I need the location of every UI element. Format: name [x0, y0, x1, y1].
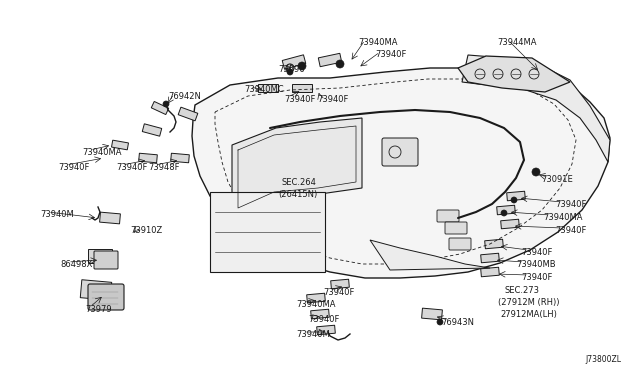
Text: 73940F: 73940F	[323, 288, 355, 297]
Text: 73940MA: 73940MA	[296, 300, 335, 309]
Text: J73800ZL: J73800ZL	[585, 355, 621, 364]
Circle shape	[163, 101, 169, 107]
FancyBboxPatch shape	[94, 251, 118, 269]
FancyBboxPatch shape	[382, 138, 418, 166]
Text: 73940MB: 73940MB	[516, 260, 556, 269]
FancyBboxPatch shape	[449, 238, 471, 250]
Text: 73940F: 73940F	[555, 200, 586, 209]
Bar	[88, 249, 112, 263]
Circle shape	[437, 319, 443, 325]
Text: 73091E: 73091E	[541, 175, 573, 184]
Text: 73940F: 73940F	[521, 273, 552, 282]
Bar	[331, 279, 349, 289]
Polygon shape	[232, 118, 362, 214]
Bar	[422, 308, 442, 320]
FancyBboxPatch shape	[437, 210, 459, 222]
Text: 73940MA: 73940MA	[543, 213, 582, 222]
Bar	[142, 124, 162, 136]
Text: 73940MA: 73940MA	[82, 148, 122, 157]
Text: 73940F: 73940F	[284, 95, 316, 104]
Bar	[139, 153, 157, 163]
Bar	[500, 219, 519, 229]
Circle shape	[298, 62, 306, 70]
Bar	[318, 53, 342, 67]
FancyBboxPatch shape	[88, 284, 124, 310]
Polygon shape	[192, 68, 610, 278]
Bar	[111, 140, 129, 150]
FancyBboxPatch shape	[445, 222, 467, 234]
Text: 73940F: 73940F	[317, 95, 348, 104]
Text: 73996: 73996	[278, 65, 305, 74]
Circle shape	[511, 197, 517, 203]
Bar	[307, 293, 325, 303]
Text: 73940M: 73940M	[40, 210, 74, 219]
Text: 76942N: 76942N	[168, 92, 201, 101]
Bar	[178, 107, 198, 121]
Bar	[100, 212, 120, 224]
Text: 73940F: 73940F	[308, 315, 339, 324]
Circle shape	[501, 210, 507, 216]
Bar	[292, 84, 312, 92]
Bar	[507, 191, 525, 201]
Polygon shape	[370, 240, 490, 270]
Bar	[80, 280, 112, 300]
Bar	[317, 325, 335, 335]
Text: (27912M (RH)): (27912M (RH))	[498, 298, 559, 307]
Bar	[497, 205, 515, 215]
Text: 73940F: 73940F	[521, 248, 552, 257]
Text: 73940F: 73940F	[58, 163, 90, 172]
Text: 73944MA: 73944MA	[497, 38, 536, 47]
Text: 73940F: 73940F	[555, 226, 586, 235]
Text: 73940MC: 73940MC	[244, 85, 284, 94]
Bar	[171, 153, 189, 163]
Bar	[310, 309, 330, 319]
Text: 73940MA: 73940MA	[358, 38, 397, 47]
Circle shape	[532, 168, 540, 176]
Text: 27912MA(LH): 27912MA(LH)	[500, 310, 557, 319]
Polygon shape	[458, 56, 570, 92]
Text: SEC.264: SEC.264	[282, 178, 317, 187]
Text: 73979: 73979	[85, 305, 111, 314]
Circle shape	[336, 60, 344, 68]
Text: 76943N: 76943N	[441, 318, 474, 327]
Bar	[151, 102, 169, 115]
Bar	[282, 55, 306, 69]
Text: 86498X: 86498X	[60, 260, 92, 269]
Bar	[210, 192, 325, 272]
Bar	[481, 267, 499, 277]
Bar	[484, 239, 503, 249]
Text: 73940F: 73940F	[375, 50, 406, 59]
Text: SEC.273: SEC.273	[505, 286, 540, 295]
Text: 73948F: 73948F	[148, 163, 179, 172]
Text: 73940M: 73940M	[296, 330, 330, 339]
Bar	[258, 84, 278, 92]
Bar	[481, 253, 499, 263]
Circle shape	[287, 69, 293, 75]
Text: 73910Z: 73910Z	[130, 226, 163, 235]
Text: 73940F: 73940F	[116, 163, 147, 172]
Text: (26415N): (26415N)	[278, 190, 317, 199]
Polygon shape	[462, 55, 610, 162]
